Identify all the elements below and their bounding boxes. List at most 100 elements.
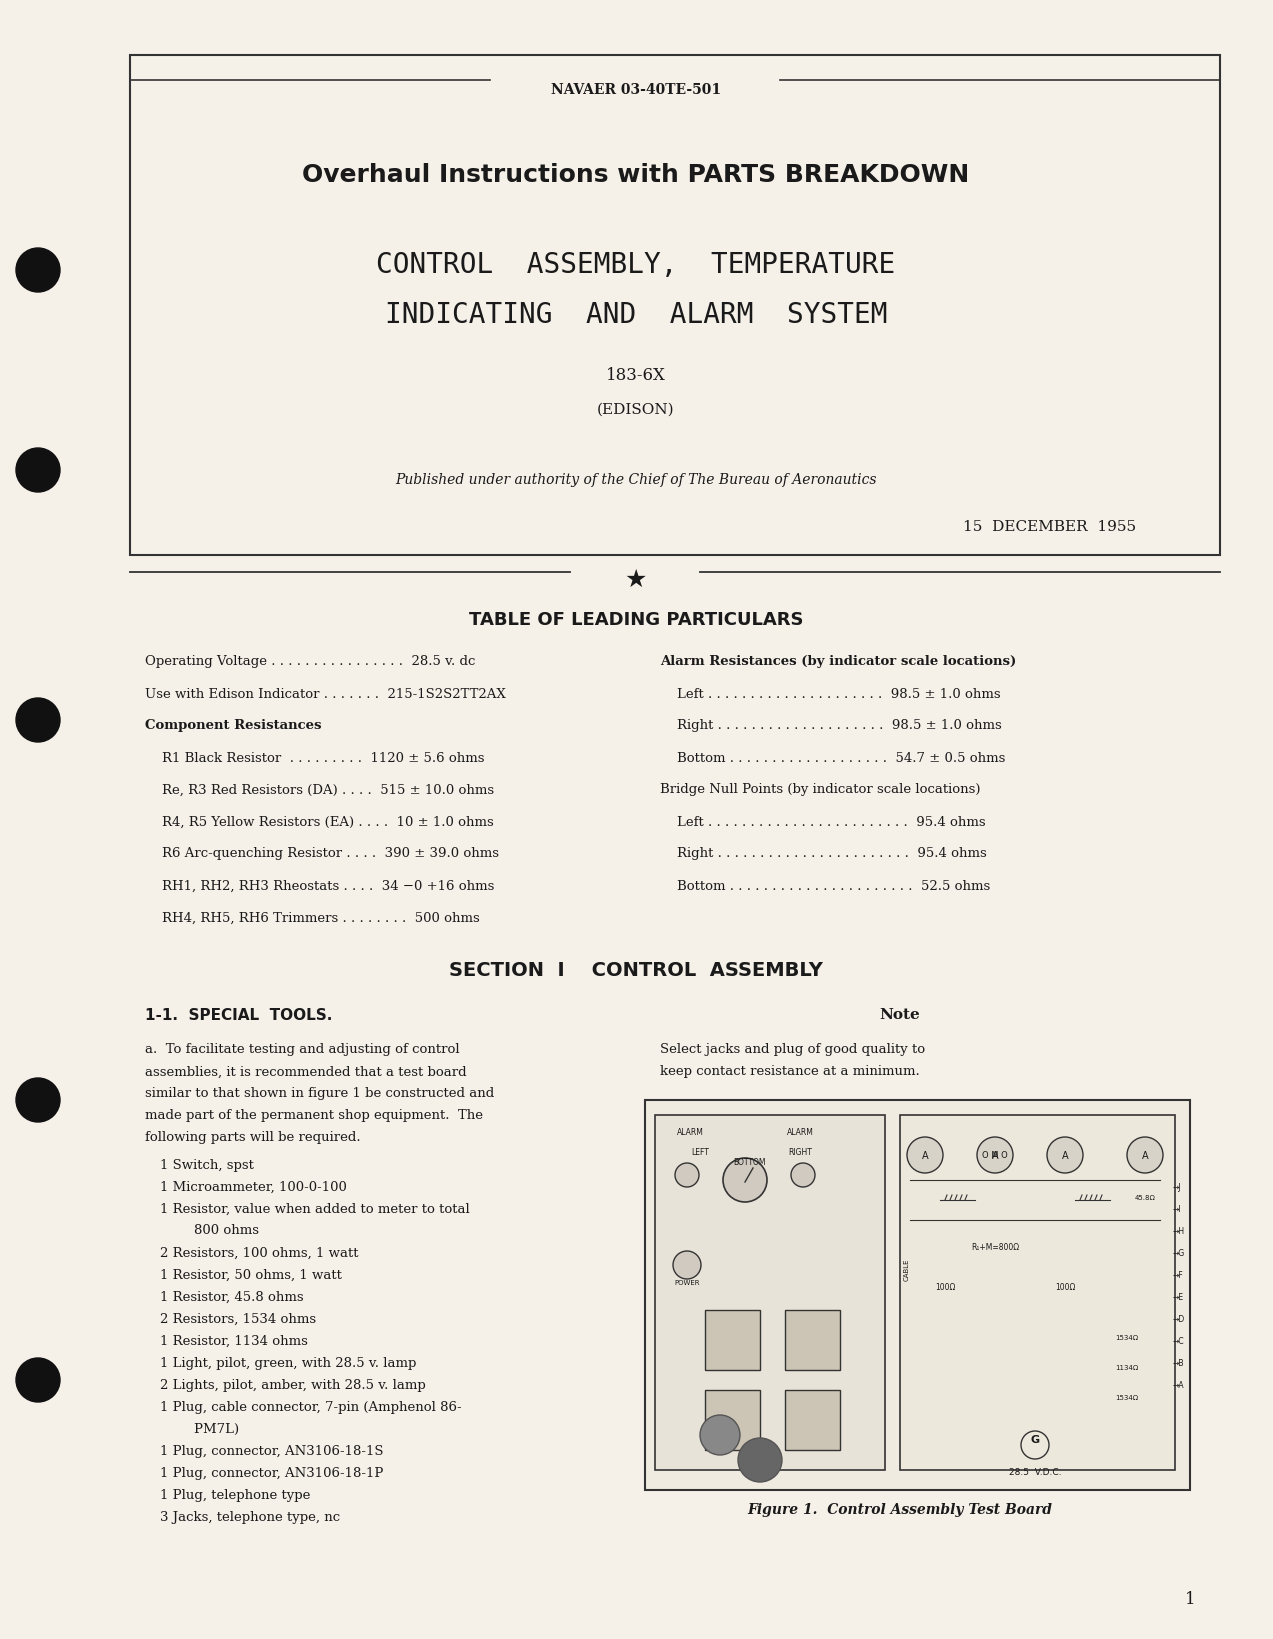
Text: 1 Resistor, 1134 ohms: 1 Resistor, 1134 ohms — [160, 1334, 308, 1347]
Text: R1 Black Resistor  . . . . . . . . .  1120 ± 5.6 ohms: R1 Black Resistor . . . . . . . . . 1120… — [145, 752, 485, 764]
Circle shape — [1127, 1137, 1164, 1174]
Bar — [656, 1115, 885, 1470]
Text: 2 Lights, pilot, amber, with 28.5 v. lamp: 2 Lights, pilot, amber, with 28.5 v. lam… — [160, 1378, 425, 1392]
Text: SECTION  I    CONTROL  ASSEMBLY: SECTION I CONTROL ASSEMBLY — [449, 960, 822, 980]
Text: A: A — [1142, 1151, 1148, 1160]
Text: Note: Note — [880, 1008, 920, 1023]
Text: keep contact resistance at a minimum.: keep contact resistance at a minimum. — [659, 1065, 920, 1078]
Text: 1 Plug, telephone type: 1 Plug, telephone type — [160, 1488, 311, 1501]
Text: →D: →D — [1172, 1314, 1185, 1324]
Text: NAVAER 03-40TE-501: NAVAER 03-40TE-501 — [551, 84, 721, 97]
Bar — [645, 1100, 1190, 1490]
Text: 183-6X: 183-6X — [606, 367, 666, 384]
Text: 1134Ω: 1134Ω — [1115, 1365, 1138, 1370]
Text: CONTROL  ASSEMBLY,  TEMPERATURE: CONTROL ASSEMBLY, TEMPERATURE — [377, 251, 896, 279]
Text: 1 Resistor, 45.8 ohms: 1 Resistor, 45.8 ohms — [160, 1290, 304, 1303]
Text: 1 Switch, spst: 1 Switch, spst — [160, 1159, 253, 1172]
Text: POWER: POWER — [675, 1280, 700, 1287]
Text: Overhaul Instructions with PARTS BREAKDOWN: Overhaul Instructions with PARTS BREAKDO… — [303, 162, 970, 187]
Text: Alarm Resistances (by indicator scale locations): Alarm Resistances (by indicator scale lo… — [659, 656, 1016, 669]
Circle shape — [17, 447, 60, 492]
Text: 100Ω: 100Ω — [934, 1283, 955, 1292]
Text: Re, R3 Red Resistors (DA) . . . .  515 ± 10.0 ohms: Re, R3 Red Resistors (DA) . . . . 515 ± … — [145, 783, 494, 797]
Text: 1 Plug, connector, AN3106-18-1P: 1 Plug, connector, AN3106-18-1P — [160, 1467, 383, 1480]
Text: Figure 1.  Control Assembly Test Board: Figure 1. Control Assembly Test Board — [747, 1503, 1053, 1518]
Text: →G: →G — [1172, 1249, 1185, 1259]
Circle shape — [791, 1164, 815, 1187]
Circle shape — [700, 1414, 740, 1455]
Text: 100Ω: 100Ω — [1055, 1283, 1076, 1292]
Text: 2 Resistors, 1534 ohms: 2 Resistors, 1534 ohms — [160, 1313, 316, 1326]
Text: Bottom . . . . . . . . . . . . . . . . . . .  54.7 ± 0.5 ohms: Bottom . . . . . . . . . . . . . . . . .… — [659, 752, 1006, 764]
Text: 1 Plug, connector, AN3106-18-1S: 1 Plug, connector, AN3106-18-1S — [160, 1444, 383, 1457]
Circle shape — [738, 1437, 782, 1482]
Text: INDICATING  AND  ALARM  SYSTEM: INDICATING AND ALARM SYSTEM — [384, 302, 887, 329]
Text: TABLE OF LEADING PARTICULARS: TABLE OF LEADING PARTICULARS — [468, 611, 803, 629]
Text: Bridge Null Points (by indicator scale locations): Bridge Null Points (by indicator scale l… — [659, 783, 980, 797]
Text: 1534Ω: 1534Ω — [1115, 1336, 1138, 1341]
Text: following parts will be required.: following parts will be required. — [145, 1131, 360, 1144]
Circle shape — [906, 1137, 943, 1174]
Text: Right . . . . . . . . . . . . . . . . . . . . . . .  95.4 ohms: Right . . . . . . . . . . . . . . . . . … — [659, 847, 987, 860]
Text: 45.8Ω: 45.8Ω — [1136, 1195, 1156, 1201]
Circle shape — [17, 247, 60, 292]
Text: 1 Microammeter, 100-0-100: 1 Microammeter, 100-0-100 — [160, 1180, 346, 1193]
Circle shape — [675, 1164, 699, 1187]
Circle shape — [673, 1251, 701, 1278]
Text: →B: →B — [1172, 1359, 1184, 1369]
Text: (EDISON): (EDISON) — [597, 403, 675, 416]
Text: ★: ★ — [625, 569, 647, 592]
Text: R₁+M=800Ω: R₁+M=800Ω — [971, 1242, 1020, 1252]
Text: RH4, RH5, RH6 Trimmers . . . . . . . .  500 ohms: RH4, RH5, RH6 Trimmers . . . . . . . . 5… — [145, 911, 480, 924]
Text: 1: 1 — [1185, 1591, 1195, 1608]
Text: Left . . . . . . . . . . . . . . . . . . . . . . . .  95.4 ohms: Left . . . . . . . . . . . . . . . . . .… — [659, 816, 985, 828]
Text: R6 Arc-quenching Resistor . . . .  390 ± 39.0 ohms: R6 Arc-quenching Resistor . . . . 390 ± … — [145, 847, 499, 860]
Text: RIGHT: RIGHT — [788, 1147, 812, 1157]
Text: →J: →J — [1172, 1183, 1181, 1192]
Text: A: A — [992, 1151, 998, 1160]
Bar — [785, 1310, 840, 1370]
Text: →E: →E — [1172, 1293, 1184, 1301]
Circle shape — [976, 1137, 1013, 1174]
Text: 1 Resistor, 50 ohms, 1 watt: 1 Resistor, 50 ohms, 1 watt — [160, 1269, 342, 1282]
Text: assemblies, it is recommended that a test board: assemblies, it is recommended that a tes… — [145, 1065, 467, 1078]
Text: Select jacks and plug of good quality to: Select jacks and plug of good quality to — [659, 1044, 925, 1057]
Text: PM7L): PM7L) — [160, 1423, 239, 1436]
Text: Use with Edison Indicator . . . . . . .  215-1S2S2TT2AX: Use with Edison Indicator . . . . . . . … — [145, 687, 505, 700]
Text: →F: →F — [1172, 1270, 1184, 1280]
Text: R4, R5 Yellow Resistors (EA) . . . .  10 ± 1.0 ohms: R4, R5 Yellow Resistors (EA) . . . . 10 … — [145, 816, 494, 828]
Text: RH1, RH2, RH3 Rheostats . . . .  34 −0 +16 ohms: RH1, RH2, RH3 Rheostats . . . . 34 −0 +1… — [145, 880, 494, 893]
Circle shape — [1046, 1137, 1083, 1174]
Text: 1-1.  SPECIAL  TOOLS.: 1-1. SPECIAL TOOLS. — [145, 1008, 332, 1023]
Text: O M O: O M O — [983, 1152, 1008, 1160]
Text: →I: →I — [1172, 1205, 1181, 1214]
Circle shape — [17, 698, 60, 742]
Text: Left . . . . . . . . . . . . . . . . . . . . .  98.5 ± 1.0 ohms: Left . . . . . . . . . . . . . . . . . .… — [659, 687, 1001, 700]
Text: →C: →C — [1172, 1337, 1185, 1346]
Text: 1 Resistor, value when added to meter to total: 1 Resistor, value when added to meter to… — [160, 1203, 470, 1216]
Circle shape — [17, 1359, 60, 1401]
Text: BOTTOM: BOTTOM — [733, 1159, 766, 1167]
Text: Bottom . . . . . . . . . . . . . . . . . . . . . .  52.5 ohms: Bottom . . . . . . . . . . . . . . . . .… — [659, 880, 990, 893]
Text: 3 Jacks, telephone type, nc: 3 Jacks, telephone type, nc — [160, 1511, 340, 1524]
Text: Component Resistances: Component Resistances — [145, 720, 322, 733]
Bar — [785, 1390, 840, 1451]
Text: 2 Resistors, 100 ohms, 1 watt: 2 Resistors, 100 ohms, 1 watt — [160, 1247, 359, 1259]
Bar — [130, 56, 1220, 556]
Text: 15  DECEMBER  1955: 15 DECEMBER 1955 — [964, 520, 1137, 534]
Text: made part of the permanent shop equipment.  The: made part of the permanent shop equipmen… — [145, 1110, 482, 1123]
Text: 1 Light, pilot, green, with 28.5 v. lamp: 1 Light, pilot, green, with 28.5 v. lamp — [160, 1357, 416, 1370]
Text: 1534Ω: 1534Ω — [1115, 1395, 1138, 1401]
Text: ALARM: ALARM — [787, 1128, 813, 1137]
Text: ALARM: ALARM — [676, 1128, 704, 1137]
Text: 800 ohms: 800 ohms — [160, 1224, 258, 1237]
Text: →A: →A — [1172, 1382, 1185, 1390]
Text: 1 Plug, cable connector, 7-pin (Amphenol 86-: 1 Plug, cable connector, 7-pin (Amphenol… — [160, 1400, 462, 1413]
Text: G: G — [1030, 1436, 1040, 1446]
Text: a.  To facilitate testing and adjusting of control: a. To facilitate testing and adjusting o… — [145, 1044, 460, 1057]
Text: 28.5  V.D.C.: 28.5 V.D.C. — [1008, 1469, 1062, 1477]
Text: similar to that shown in figure 1 be constructed and: similar to that shown in figure 1 be con… — [145, 1088, 494, 1100]
Text: LEFT: LEFT — [691, 1147, 709, 1157]
Bar — [705, 1310, 760, 1370]
Text: Operating Voltage . . . . . . . . . . . . . . . .  28.5 v. dc: Operating Voltage . . . . . . . . . . . … — [145, 656, 475, 669]
